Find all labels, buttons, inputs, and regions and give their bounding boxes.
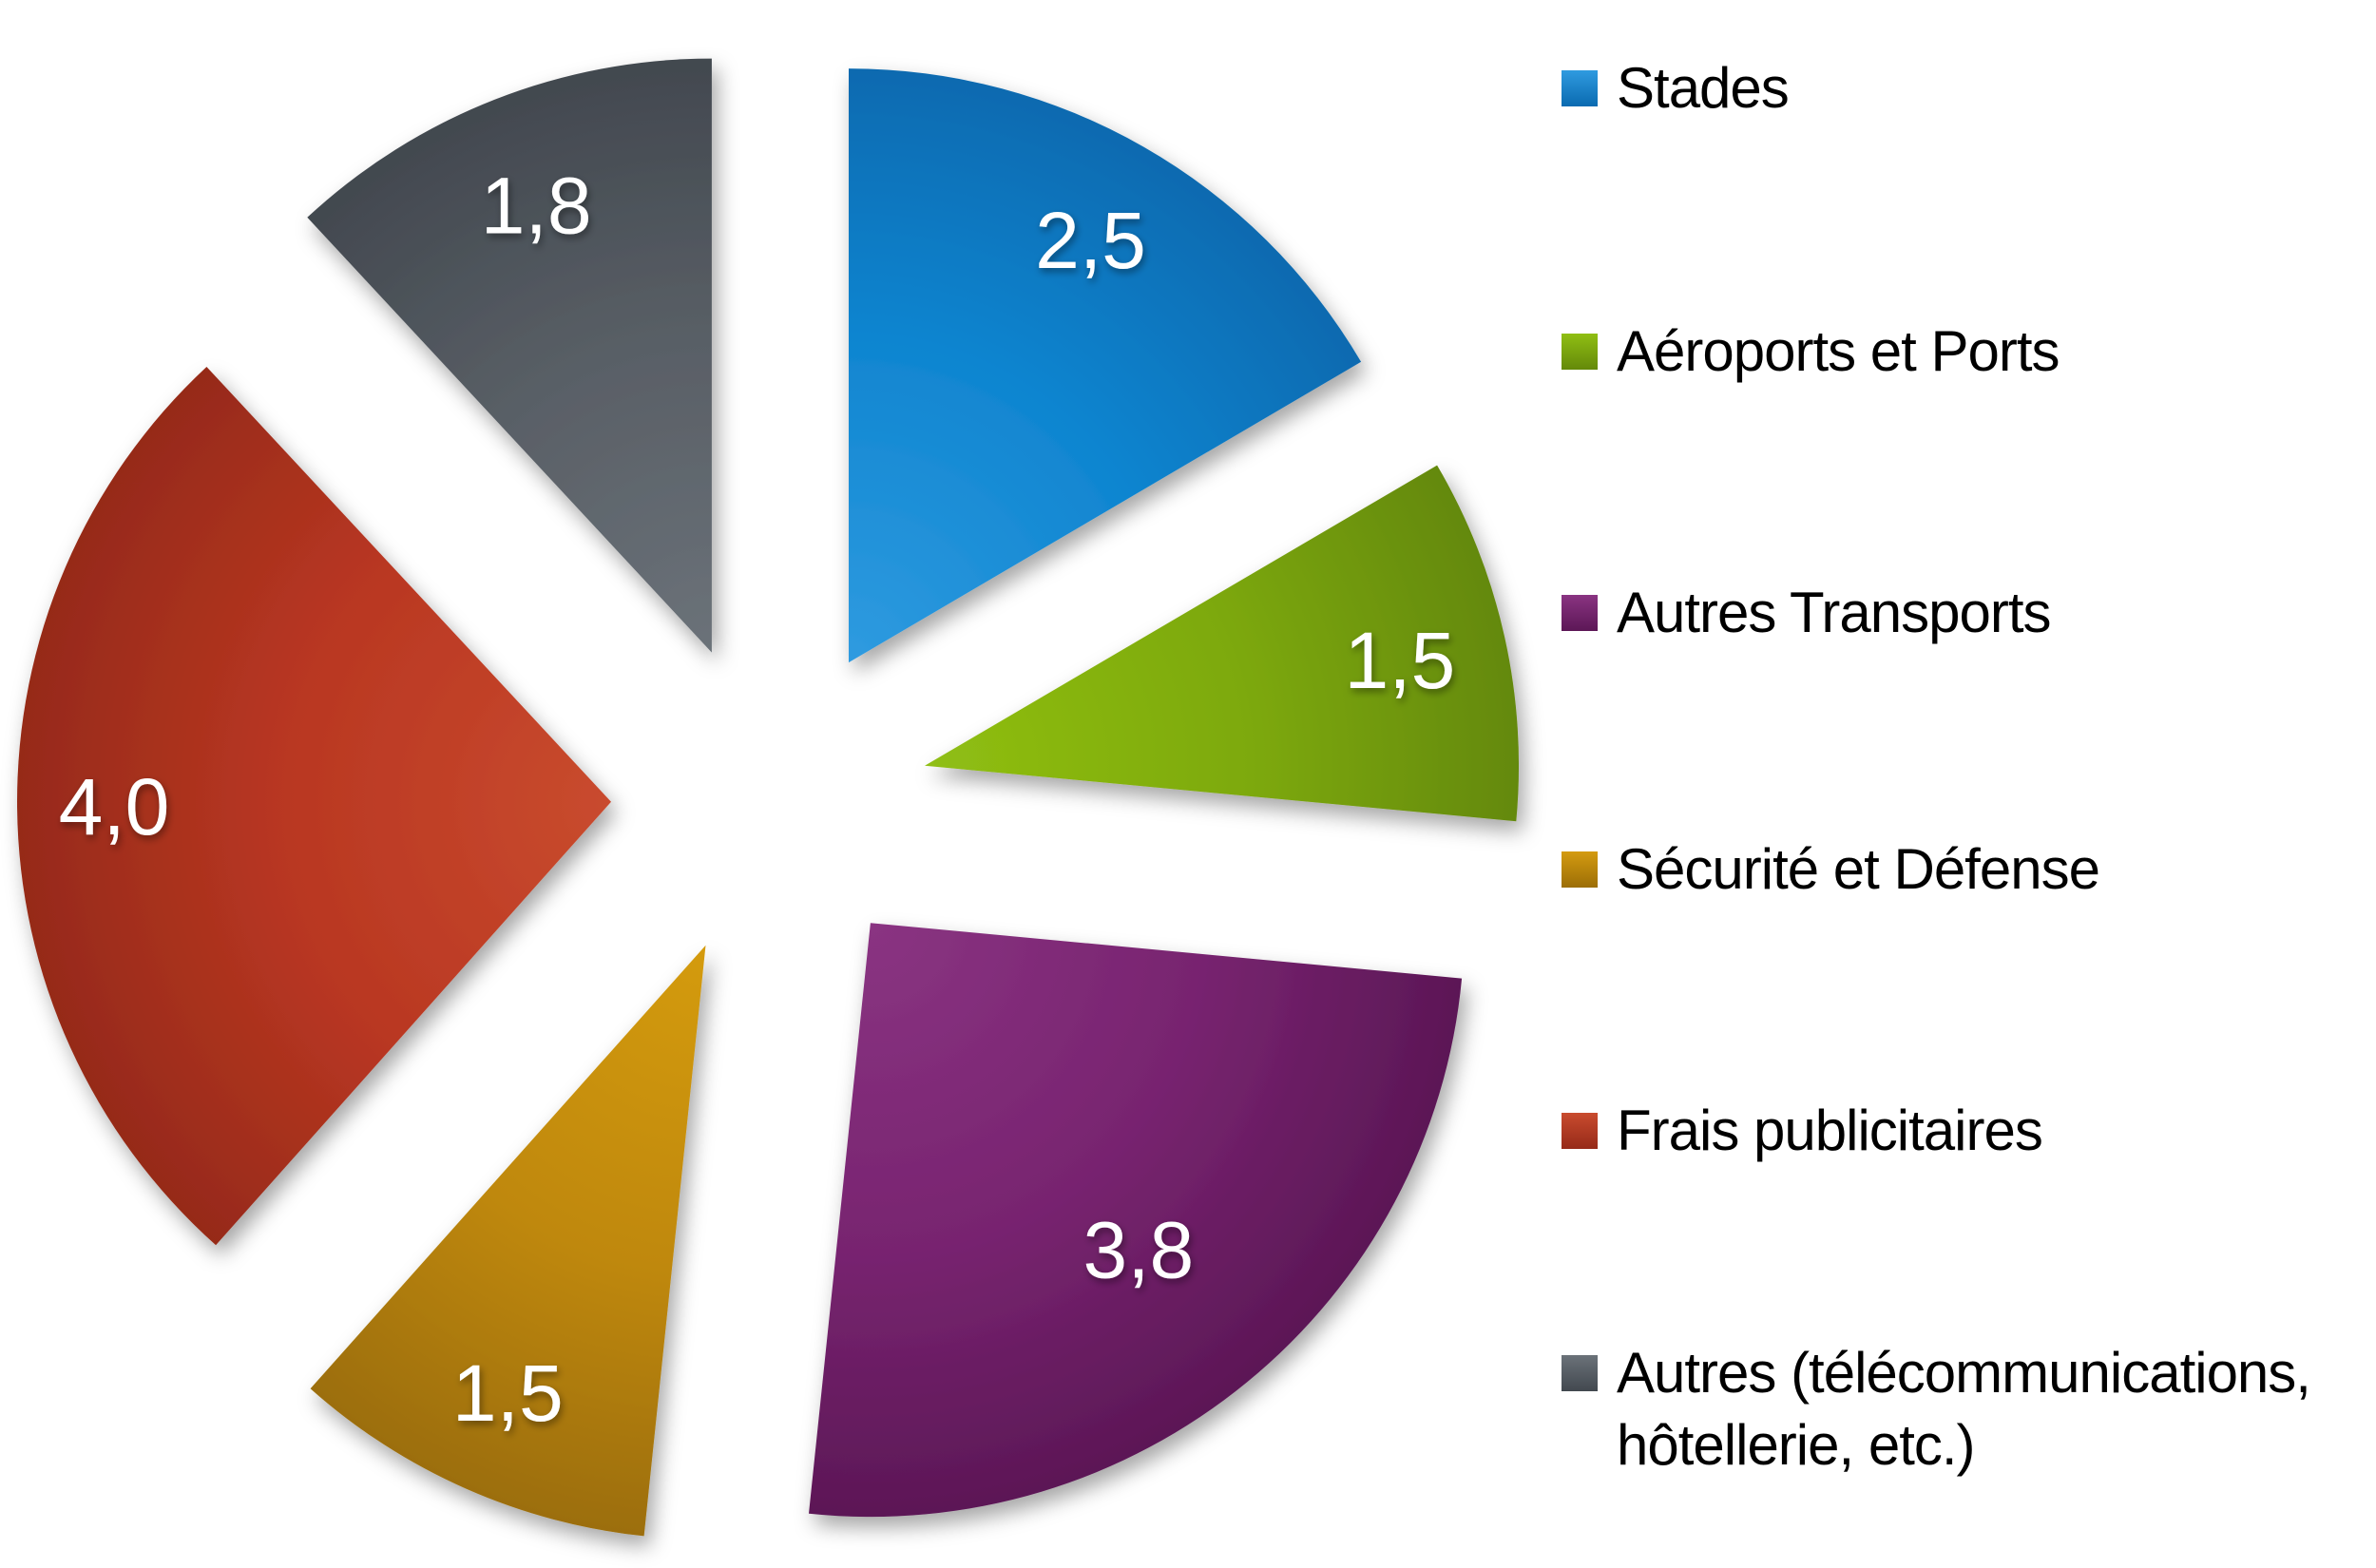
legend-label: Autres Transports: [1617, 581, 2052, 644]
slice-value-label: 1,8: [481, 162, 592, 251]
slice-value-label: 1,5: [452, 1348, 564, 1438]
slice-value-label: 4,0: [59, 762, 170, 851]
legend-label: Sécurité et Défense: [1617, 837, 2100, 901]
legend-label: Frais publicitaires: [1617, 1099, 2043, 1162]
pie-slice-1: [925, 465, 1520, 822]
slice-value-label: 1,5: [1345, 616, 1456, 705]
legend-item-3: Sécurité et Défense: [1562, 833, 2100, 906]
pie-slice-4: [17, 367, 611, 1246]
legend-item-4: Frais publicitaires: [1562, 1095, 2043, 1167]
pie-slice-2: [809, 923, 1463, 1518]
legend-item-5: Autres (télécommunications, hôtellerie, …: [1562, 1337, 2376, 1482]
legend-label: Stades: [1617, 56, 1790, 120]
legend-item-0: Stades: [1562, 52, 1790, 124]
legend-item-1: Aéroports et Ports: [1562, 316, 2060, 388]
legend-color-swatch: [1562, 1355, 1598, 1391]
slice-value-label: 3,8: [1083, 1205, 1195, 1294]
legend-color-swatch: [1562, 334, 1598, 370]
legend-label: Aéroports et Ports: [1617, 319, 2060, 383]
legend-color-swatch: [1562, 595, 1598, 631]
pie-slice-5: [307, 58, 712, 653]
legend-color-swatch: [1562, 1113, 1598, 1149]
pie-slice-3: [310, 945, 706, 1537]
legend: Stades Aéroports et Ports Autres Transport…: [1562, 0, 2376, 1568]
pie-slice-0: [849, 68, 1362, 663]
slice-value-label: 2,5: [1035, 196, 1146, 285]
legend-item-2: Autres Transports: [1562, 577, 2052, 649]
legend-label: Autres (télécommunications, hôtellerie, …: [1617, 1341, 2311, 1477]
legend-color-swatch: [1562, 70, 1598, 106]
legend-color-swatch: [1562, 851, 1598, 888]
